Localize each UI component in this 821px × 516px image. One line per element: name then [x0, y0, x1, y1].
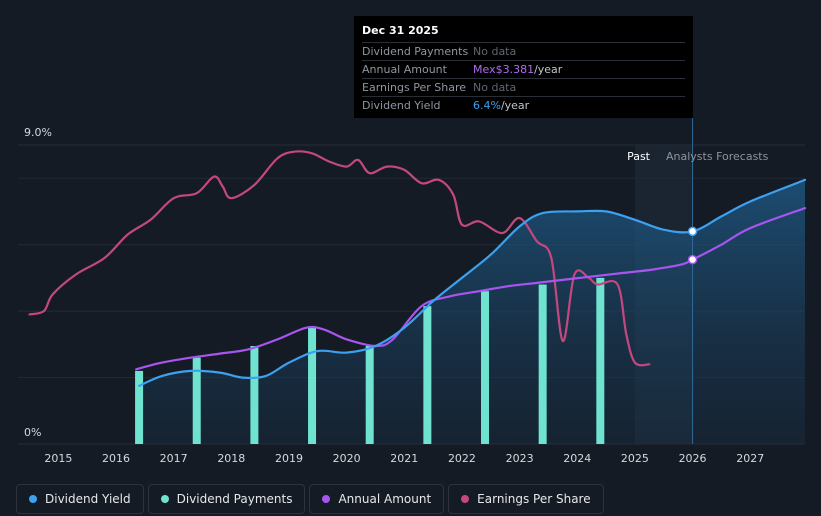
- legend-label: Dividend Payments: [176, 492, 293, 506]
- tooltip-unit: /year: [534, 63, 563, 76]
- x-axis-ticks: 2015 2016 2017 2018 2019 2020 2021 2022 2023 2024…: [44, 452, 764, 465]
- tooltip-date: Dec 31 2025: [362, 24, 439, 37]
- legend-dividend-yield[interactable]: Dividend Yield: [16, 484, 144, 514]
- x-tick-label: 2017: [160, 452, 188, 465]
- dividend-yield-marker: [687, 226, 698, 237]
- dividend-yield-area: [139, 179, 806, 444]
- forecast-label: Analysts Forecasts: [666, 150, 769, 163]
- y-axis-top-label: 9.0%: [24, 126, 52, 139]
- dividend-payment-bar: [538, 284, 547, 444]
- dividend-payment-bar: [135, 370, 144, 444]
- dividend-payment-bar: [596, 277, 605, 444]
- dividend-payment-bars: [135, 277, 605, 444]
- chart-legend: Dividend Yield Dividend Payments Annual …: [16, 484, 608, 514]
- tooltip-value: No data: [473, 81, 517, 94]
- dividend-payment-bar: [481, 291, 490, 444]
- legend-label: Earnings Per Share: [477, 492, 591, 506]
- x-tick-label: 2015: [44, 452, 72, 465]
- dividend-payment-bar: [308, 327, 317, 444]
- tooltip-label: Dividend Payments: [362, 45, 469, 58]
- earnings-per-share-line: [28, 150, 651, 367]
- tooltip-row-dividend-yield: Dividend Yield 6.4%/year: [362, 96, 685, 114]
- tooltip-row-annual-amount: Annual Amount Mex$3.381/year: [362, 60, 685, 78]
- data-tooltip: Dec 31 2025 Dividend Payments No data An…: [354, 16, 693, 118]
- tooltip-value: No data: [473, 45, 517, 58]
- x-tick-label: 2021: [390, 452, 418, 465]
- x-tick-label: 2022: [448, 452, 476, 465]
- legend-annual-amount[interactable]: Annual Amount: [309, 484, 445, 514]
- legend-label: Annual Amount: [338, 492, 432, 506]
- tooltip-row-earnings-per-share: Earnings Per Share No data: [362, 78, 685, 96]
- tooltip-value: Mex$3.381: [473, 63, 535, 76]
- tooltip-label: Dividend Yield: [362, 99, 441, 112]
- tooltip-value: 6.4%: [473, 99, 501, 112]
- tooltip-label: Annual Amount: [362, 63, 447, 76]
- dividend-payment-bar: [423, 306, 432, 444]
- annual-amount-line: [135, 207, 807, 371]
- y-axis-bottom-label: 0%: [24, 426, 41, 439]
- tooltip-row-dividend-payments: Dividend Payments No data: [362, 42, 685, 60]
- tooltip-unit: /year: [500, 99, 530, 112]
- dividend-yield-line: [138, 178, 807, 387]
- series-lines: [28, 150, 807, 387]
- x-tick-label: 2026: [679, 452, 707, 465]
- dividend-payment-bar: [250, 345, 259, 444]
- dividend-payment-bar: [365, 345, 374, 444]
- legend-dividend-payments[interactable]: Dividend Payments: [147, 484, 306, 514]
- x-tick-label: 2027: [736, 452, 764, 465]
- legend-earnings-per-share[interactable]: Earnings Per Share: [448, 484, 604, 514]
- past-label: Past: [627, 150, 651, 163]
- x-tick-label: 2025: [621, 452, 649, 465]
- x-tick-label: 2023: [506, 452, 534, 465]
- x-tick-label: 2024: [563, 452, 591, 465]
- tooltip-label: Earnings Per Share: [362, 81, 467, 94]
- legend-dot: [322, 495, 331, 503]
- dividend-payment-bar: [192, 357, 201, 444]
- x-tick-label: 2019: [275, 452, 303, 465]
- annual-amount-marker: [687, 254, 698, 265]
- legend-dot: [160, 495, 169, 503]
- legend-label: Dividend Yield: [45, 492, 131, 506]
- x-tick-label: 2016: [102, 452, 130, 465]
- tooltip-markers: [687, 226, 698, 265]
- legend-dot: [461, 495, 470, 503]
- legend-dot: [29, 495, 37, 503]
- x-tick-label: 2020: [333, 452, 361, 465]
- x-tick-label: 2018: [217, 452, 245, 465]
